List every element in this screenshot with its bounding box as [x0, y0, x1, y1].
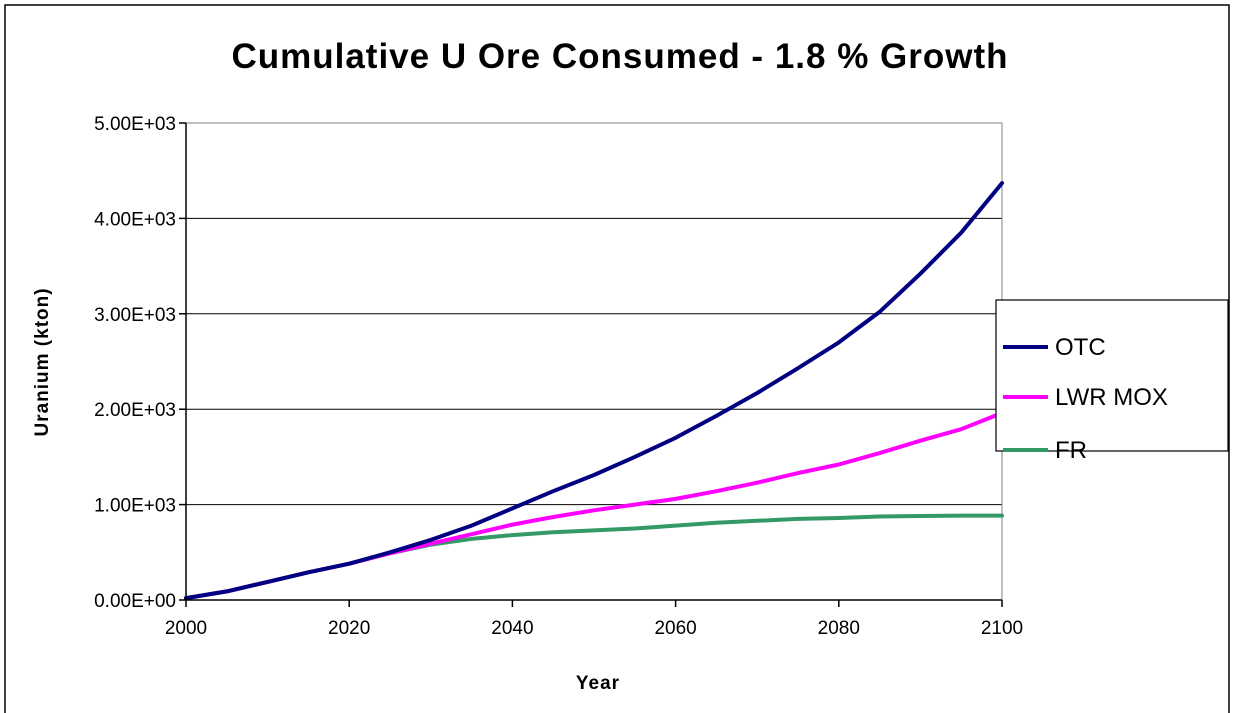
legend-entry: FR [1055, 437, 1087, 464]
y-tick-label: 0.00E+00 [94, 591, 176, 612]
legend-entry: LWR MOX [1055, 384, 1168, 411]
y-tick-label: 1.00E+03 [94, 496, 176, 517]
y-tick-label: 2.00E+03 [94, 400, 176, 421]
y-axis-ticks: 0.00E+00 1.00E+03 2.00E+03 3.00E+03 4.00E+03… [94, 114, 186, 612]
x-tick-label: 2100 [981, 618, 1023, 639]
y-tick-label: 3.00E+03 [94, 305, 176, 326]
series-lines [184, 181, 1004, 601]
x-tick-label: 2000 [165, 618, 207, 639]
x-axis-ticks: 2000 2020 2040 2060 2080 2100 [165, 600, 1023, 639]
y-axis-title: Uranium (kton) [32, 287, 53, 436]
x-tick-label: 2080 [818, 618, 860, 639]
x-tick-label: 2060 [654, 618, 696, 639]
y-tick-label: 4.00E+03 [94, 209, 176, 230]
x-tick-label: 2040 [491, 618, 533, 639]
x-axis-title: Year [576, 673, 620, 694]
x-tick-label: 2020 [328, 618, 370, 639]
chart-title: Cumulative U Ore Consumed - 1.8 % Growth [231, 37, 1008, 76]
legend-box [995, 299, 1229, 452]
legend: OTC LWR MOX FR [995, 299, 1229, 464]
legend-entry: OTC [1055, 334, 1106, 361]
series-line-otc [184, 181, 1004, 601]
y-tick-label: 5.00E+03 [94, 114, 176, 135]
